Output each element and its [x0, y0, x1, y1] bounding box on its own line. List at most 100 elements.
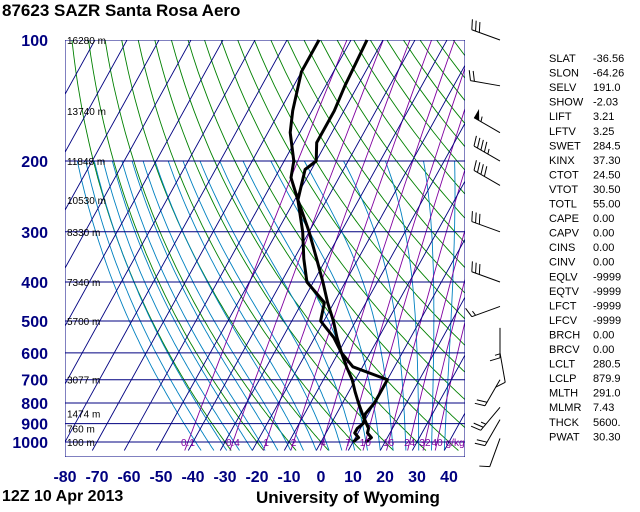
index-value: 291.0 [593, 388, 621, 400]
mixing-ratio-line [319, 40, 456, 451]
mixing-ratio-label: 2 [291, 438, 297, 449]
mixing-ratio-line [362, 107, 465, 451]
index-label: SWET [549, 140, 581, 152]
index-value: 3.21 [593, 111, 614, 123]
index-label: PWAT [549, 431, 580, 443]
index-value: 7.43 [593, 402, 614, 414]
isotherm [65, 40, 192, 270]
height-label: 5700 m [67, 317, 100, 328]
mixing-ratio-line [345, 66, 465, 451]
height-label: 10530 m [67, 196, 106, 207]
wind-barb [471, 261, 501, 283]
wind-barb-full [476, 439, 488, 443]
moist-adiabat [423, 160, 435, 451]
isotherm [283, 122, 465, 451]
dry-adiabat [204, 40, 465, 429]
dry-adiabat [303, 40, 465, 269]
moist-adiabat [102, 160, 240, 451]
index-label: SELV [549, 82, 577, 94]
index-value: -9999 [593, 300, 621, 312]
isotherm [219, 40, 448, 451]
mixing-ratio-line [386, 167, 465, 451]
moist-adiabat [443, 160, 456, 451]
index-value: 3.25 [593, 126, 614, 138]
mixing-ratio-label: 16 [383, 438, 395, 449]
wind-barb [474, 419, 501, 447]
wind-barb-full [480, 139, 484, 151]
wind-barb-full [480, 164, 484, 175]
wind-barb-staff [499, 352, 506, 383]
wind-pennant [474, 108, 480, 121]
mixing-ratio-line [407, 228, 465, 451]
wind-barb-full [474, 402, 486, 407]
wind-barb-staff [471, 271, 501, 283]
index-label: KINX [549, 155, 575, 167]
pressure-tick-label: 900 [21, 417, 48, 434]
temperature-tick-label: -10 [277, 469, 300, 486]
index-value: -9999 [593, 271, 621, 283]
pressure-tick-label: 200 [21, 154, 48, 171]
mixing-ratio-label: 1 [263, 438, 269, 449]
isotherm [251, 64, 465, 451]
wind-barb-full [473, 135, 477, 147]
data-source: University of Wyoming [256, 488, 440, 507]
isotherm [65, 40, 256, 385]
wind-barb [473, 160, 501, 186]
index-value: 0.00 [593, 228, 614, 240]
wind-barb-full [489, 357, 501, 362]
wind-barb-full [483, 141, 488, 153]
wind-barb [479, 438, 501, 468]
wind-barb-staff [471, 221, 501, 233]
wind-barb-full [465, 308, 473, 317]
wind-barb-staff [484, 419, 501, 446]
height-label: 1474 m [67, 410, 100, 421]
index-value: -9999 [593, 315, 621, 327]
moist-adiabat [303, 160, 394, 451]
index-value: -9999 [593, 286, 621, 298]
index-value: 30.30 [593, 431, 621, 443]
moist-adiabat [270, 160, 381, 451]
index-value: 55.00 [593, 199, 621, 211]
index-label: LFTV [549, 126, 577, 138]
wind-barb-staff [480, 407, 501, 431]
wind-barb-half [487, 148, 490, 155]
index-value: 0.00 [593, 344, 614, 356]
wind-barb-half [480, 116, 483, 122]
wind-barb-full [476, 137, 481, 149]
temperature-tick-label: 20 [376, 469, 394, 486]
temperature-tick-label: -40 [181, 469, 204, 486]
profile-series-1 [288, 39, 373, 444]
wind-barb-full [479, 465, 490, 468]
profile-series-2 [296, 39, 389, 444]
index-label: EQLV [549, 271, 578, 283]
mixing-ratio-label: 32 [419, 438, 431, 449]
wind-barbs [465, 19, 506, 468]
wind-barb-full [474, 442, 486, 447]
mixing-ratio-label: 40 [432, 438, 444, 449]
index-label: CINS [549, 242, 575, 254]
index-label: LFCV [549, 315, 578, 327]
isotherm [123, 40, 352, 451]
isotherm [65, 40, 128, 154]
mixing-ratio-line [262, 40, 411, 451]
index-label: CAPE [549, 213, 579, 225]
index-label: SHOW [549, 97, 584, 109]
index-value: 0.00 [593, 242, 614, 254]
wind-barb-full [471, 261, 473, 272]
index-label: LCLT [549, 359, 575, 371]
wind-barb-full [475, 262, 477, 274]
pressure-tick-label: 700 [21, 373, 48, 390]
index-value: 24.50 [593, 169, 621, 181]
index-value: 280.5 [593, 359, 621, 371]
temperature-tick-label: -30 [213, 469, 236, 486]
index-label: LFCT [549, 300, 577, 312]
index-label: LCLP [549, 373, 577, 385]
isotherm [379, 296, 465, 451]
wind-barb-half [494, 353, 501, 356]
dry-adiabat [320, 40, 465, 244]
dry-adiabat [253, 40, 465, 346]
sounding-profiles [288, 39, 389, 444]
height-label: 7340 m [67, 278, 100, 289]
isotherm [91, 40, 320, 451]
